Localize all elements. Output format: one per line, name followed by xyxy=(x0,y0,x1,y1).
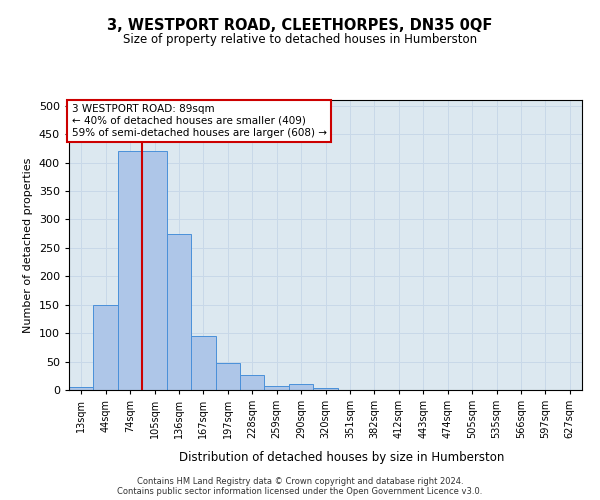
Text: Distribution of detached houses by size in Humberston: Distribution of detached houses by size … xyxy=(179,451,505,464)
Bar xyxy=(240,374,265,390)
Bar xyxy=(94,304,118,390)
Bar xyxy=(215,362,240,390)
Bar xyxy=(118,151,142,390)
Bar xyxy=(69,387,94,390)
Text: Contains public sector information licensed under the Open Government Licence v3: Contains public sector information licen… xyxy=(118,487,482,496)
Bar xyxy=(313,388,338,390)
Text: 3, WESTPORT ROAD, CLEETHORPES, DN35 0QF: 3, WESTPORT ROAD, CLEETHORPES, DN35 0QF xyxy=(107,18,493,32)
Text: Size of property relative to detached houses in Humberston: Size of property relative to detached ho… xyxy=(123,32,477,46)
Bar xyxy=(265,386,289,390)
Y-axis label: Number of detached properties: Number of detached properties xyxy=(23,158,33,332)
Bar xyxy=(142,151,167,390)
Text: 3 WESTPORT ROAD: 89sqm
← 40% of detached houses are smaller (409)
59% of semi-de: 3 WESTPORT ROAD: 89sqm ← 40% of detached… xyxy=(71,104,326,138)
Bar xyxy=(191,336,215,390)
Bar xyxy=(289,384,313,390)
Bar xyxy=(167,234,191,390)
Text: Contains HM Land Registry data © Crown copyright and database right 2024.: Contains HM Land Registry data © Crown c… xyxy=(137,477,463,486)
